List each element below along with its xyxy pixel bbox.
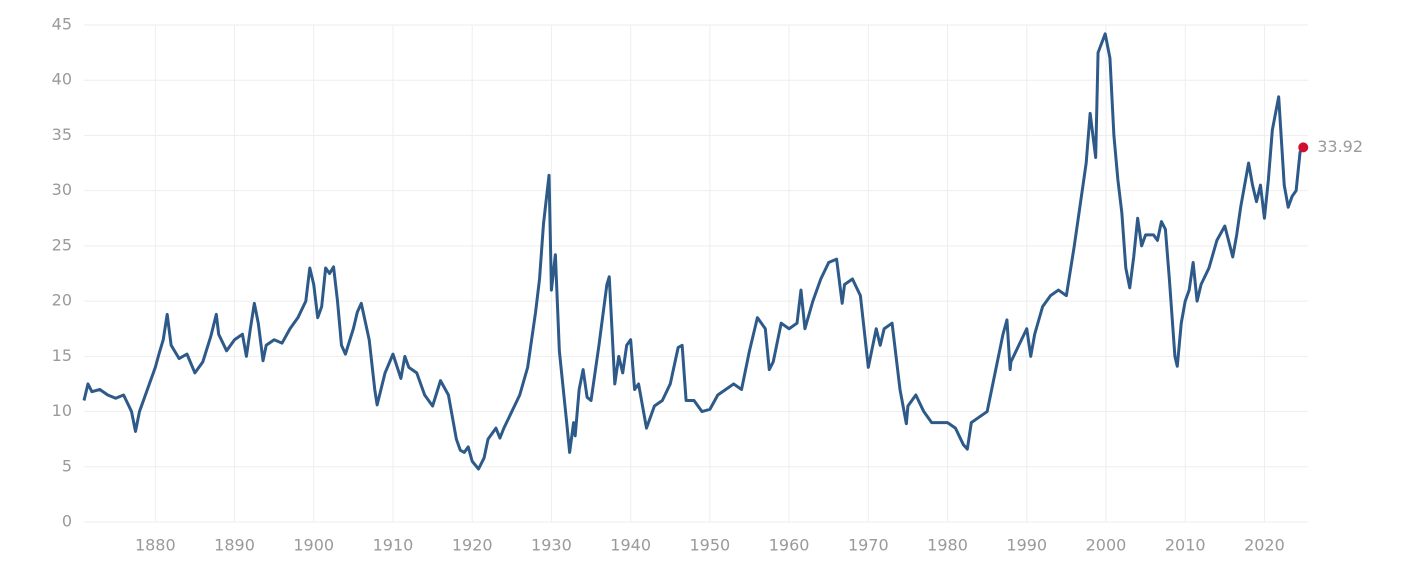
x-tick-label: 1930 <box>531 536 572 555</box>
y-tick-label: 45 <box>52 15 72 34</box>
y-tick-label: 35 <box>52 125 72 144</box>
x-tick-label: 1970 <box>848 536 889 555</box>
y-tick-label: 25 <box>52 235 72 254</box>
x-tick-label: 1920 <box>452 536 493 555</box>
x-tick-label: 1900 <box>293 536 334 555</box>
x-tick-label: 1880 <box>135 536 176 555</box>
y-tick-label: 30 <box>52 180 72 199</box>
x-tick-label: 2000 <box>1086 536 1127 555</box>
x-tick-label: 1990 <box>1006 536 1047 555</box>
line-series <box>82 32 1305 471</box>
x-tick-label: 1950 <box>690 536 731 555</box>
x-tick-label: 1890 <box>214 536 255 555</box>
x-tick-label: 1910 <box>373 536 414 555</box>
x-tick-label: 1980 <box>927 536 968 555</box>
y-tick-label: 40 <box>52 70 72 89</box>
y-tick-label: 0 <box>62 512 72 531</box>
y-tick-label: 20 <box>52 291 72 310</box>
last-point <box>1298 142 1309 153</box>
y-tick-label: 10 <box>52 401 72 420</box>
x-tick-label: 1940 <box>610 536 651 555</box>
y-tick-label: 5 <box>62 456 72 475</box>
x-tick-label: 2020 <box>1244 536 1285 555</box>
y-tick-label: 15 <box>52 346 72 365</box>
x-tick-label: 1960 <box>769 536 810 555</box>
last-value-label: 33.92 <box>1317 137 1363 156</box>
x-tick-label: 2010 <box>1165 536 1206 555</box>
